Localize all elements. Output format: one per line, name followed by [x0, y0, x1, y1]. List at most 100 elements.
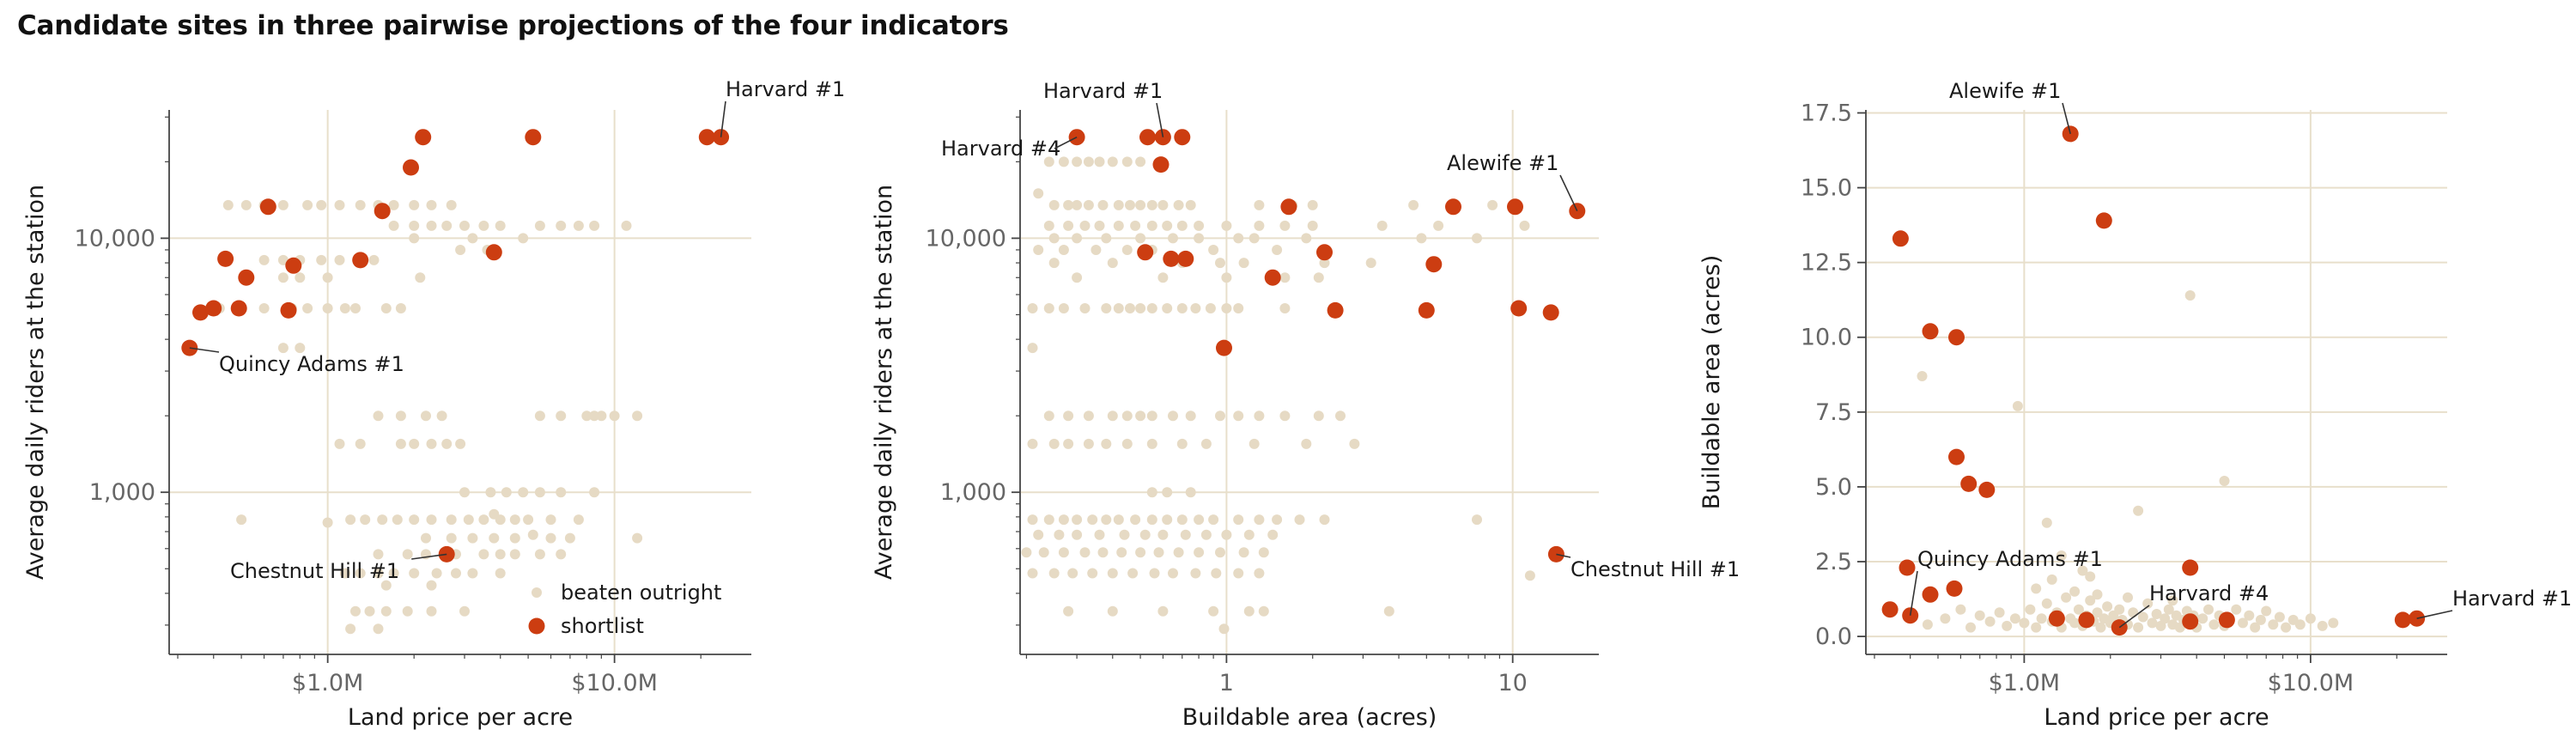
beaten-point [1922, 619, 1933, 630]
x-tick-label: $10.0M [2268, 670, 2354, 696]
x-tick-label: $1.0M [292, 670, 363, 696]
beaten-point [1162, 220, 1173, 231]
beaten-point [1279, 272, 1291, 283]
beaten-point [1383, 605, 1394, 617]
beaten-point [2046, 574, 2057, 585]
beaten-point [1168, 410, 1178, 422]
x-tick-label: 10 [1498, 670, 1527, 696]
beaten-point [2002, 620, 2013, 631]
shortlist-point [1899, 559, 1916, 576]
beaten-point [1027, 514, 1038, 526]
beaten-point [1119, 529, 1130, 540]
beaten-point [2268, 619, 2279, 630]
shortlist-point [1425, 256, 1443, 273]
beaten-point [1079, 303, 1091, 313]
beaten-point [1072, 199, 1083, 210]
beaten-point [1258, 547, 1269, 558]
beaten-point [1027, 568, 1038, 579]
shortlist-point [1892, 230, 1909, 247]
beaten-point [1254, 220, 1265, 231]
beaten-point [2069, 586, 2081, 597]
beaten-point [295, 272, 306, 283]
beaten-point [1176, 514, 1188, 526]
beaten-point [1116, 547, 1127, 558]
beaten-point [302, 199, 313, 210]
annotation-label: Harvard #4 [2149, 581, 2269, 605]
beaten-point [1524, 570, 1535, 581]
beaten-point [573, 220, 584, 231]
x-tick-label: $10.0M [571, 670, 658, 696]
beaten-point [1079, 220, 1091, 231]
beaten-point [436, 410, 447, 422]
beaten-point [556, 220, 567, 231]
beaten-point [368, 254, 380, 265]
beaten-point [501, 487, 512, 498]
beaten-point [1048, 199, 1060, 210]
beaten-point [1194, 220, 1205, 231]
beaten-point [277, 343, 289, 354]
beaten-point [1208, 245, 1219, 255]
beaten-point [355, 568, 366, 579]
shortlist-point [2111, 619, 2128, 636]
y-tick-label: 5.0 [1815, 474, 1852, 501]
shortlist-point [1264, 269, 1281, 286]
beaten-point [377, 514, 388, 526]
beaten-point [2095, 622, 2106, 633]
shortlist-point [415, 129, 432, 146]
beaten-point [258, 303, 270, 313]
beaten-point [364, 605, 375, 617]
beaten-point [581, 410, 592, 422]
beaten-point [277, 272, 289, 283]
beaten-point [1408, 199, 1419, 210]
beaten-point [1190, 303, 1201, 313]
beaten-point [2261, 605, 2272, 617]
beaten-point [1965, 622, 1976, 633]
beaten-point [1200, 529, 1212, 540]
beaten-point [1472, 233, 1482, 244]
beaten-point [1208, 605, 1219, 617]
y-tick-label: 15.0 [1801, 175, 1852, 202]
beaten-point [1917, 371, 1928, 381]
beaten-point [1043, 410, 1054, 422]
annotation-leader [1054, 136, 1078, 149]
beaten-point [467, 568, 478, 579]
beaten-point [1072, 272, 1083, 283]
beaten-point [302, 303, 313, 313]
shortlist-point [2182, 559, 2199, 576]
y-axis-label: Average daily riders at the station [22, 185, 49, 580]
beaten-point [1221, 529, 1232, 540]
beaten-point [2102, 601, 2113, 612]
beaten-point [1043, 303, 1054, 313]
beaten-point [1058, 514, 1069, 526]
beaten-point [1113, 220, 1124, 231]
beaten-point [1083, 199, 1094, 210]
beaten-point [478, 220, 489, 231]
beaten-point [426, 438, 437, 449]
beaten-point [1307, 199, 1318, 210]
beaten-point [1955, 604, 1966, 615]
shortlist-point [1137, 244, 1154, 261]
y-tick-label: 17.5 [1801, 100, 1852, 126]
beaten-point [236, 514, 247, 526]
beaten-point [334, 438, 345, 449]
y-axis-label: Buildable area (acres) [1698, 255, 1725, 510]
beaten-point [518, 233, 529, 244]
beaten-point [1101, 438, 1112, 449]
beaten-point [1487, 199, 1498, 210]
annotation-label: Harvard #1 [726, 77, 845, 101]
annotation-leader [411, 553, 447, 560]
beaten-point [2250, 622, 2261, 633]
beaten-point [2128, 607, 2139, 618]
annotation-leader [189, 347, 220, 353]
beaten-point [1254, 199, 1265, 210]
beaten-point [1190, 568, 1201, 579]
annotation-label: Harvard #4 [941, 137, 1060, 161]
beaten-point [495, 549, 506, 560]
beaten-point [1125, 199, 1135, 210]
beaten-point [489, 508, 500, 520]
beaten-point [2092, 589, 2103, 600]
beaten-point [409, 220, 420, 231]
beaten-point [2092, 607, 2103, 618]
beaten-point [1211, 568, 1222, 579]
